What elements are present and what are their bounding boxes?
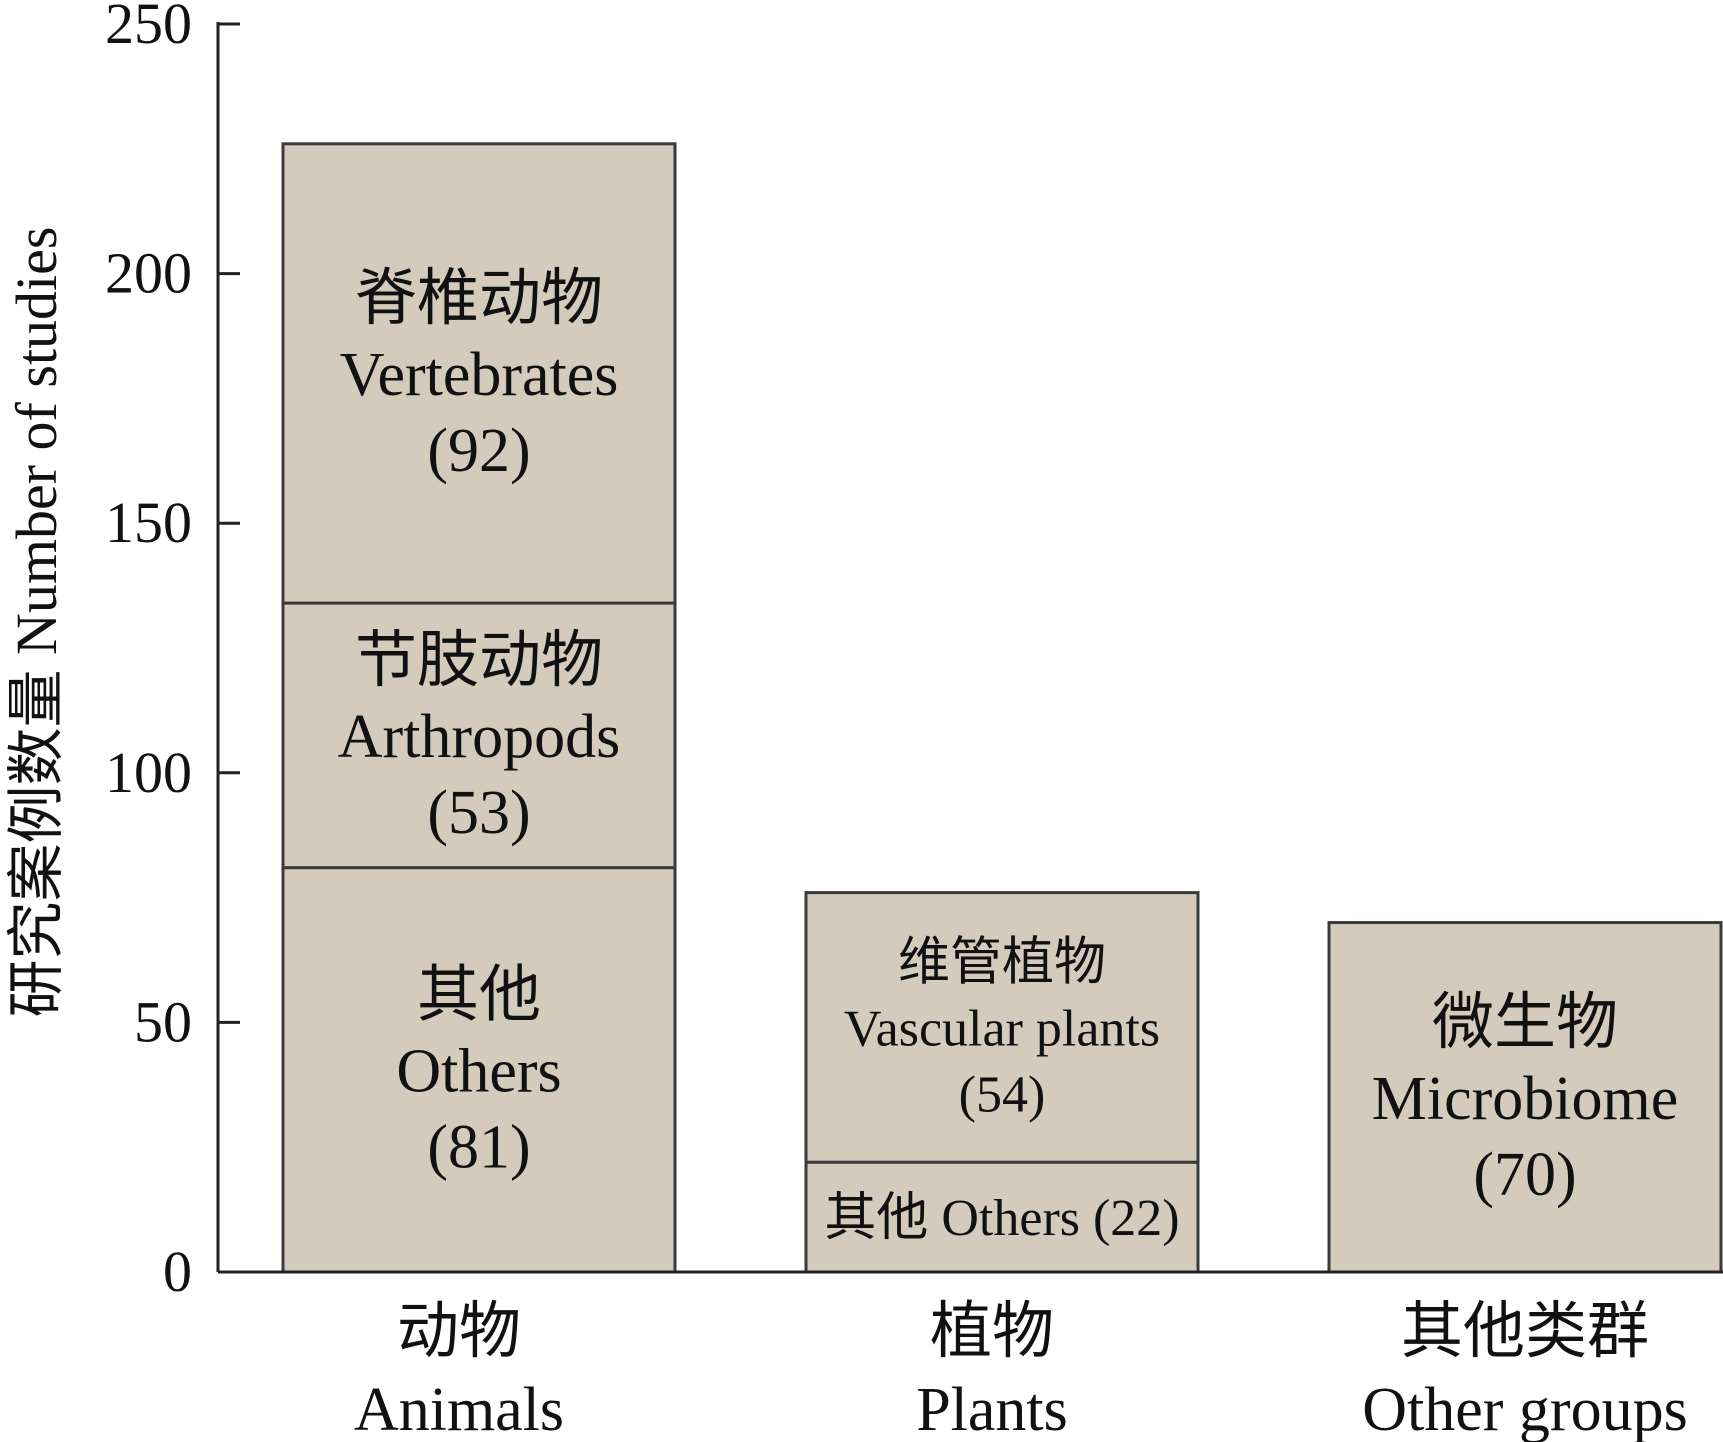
x-category-label-zh: 动物 [397,1298,521,1366]
y-tick-label: 250 [105,0,192,56]
segment-label-en: Others [396,1038,561,1106]
x-category-label-zh: 其他类群 [1401,1298,1649,1366]
labels-layer: 其他 Others (81) 节肢动物 Arthropods (53) 脊椎动物 Verteb… [4,0,1688,1442]
y-tick-label: 200 [105,241,192,306]
bars-layer [281,142,1723,1274]
x-category-label-en: Plants [916,1376,1068,1442]
segment-label-en: Arthropods [338,703,620,771]
y-tick-label: 100 [105,740,192,805]
segment-label-en: Vertebrates [340,341,619,409]
segment-value-label: (54) [959,1067,1046,1124]
segment-label-zh: 脊椎动物 [355,265,603,333]
bar-segment [804,1160,1200,1274]
segment-label-zh: 微生物 [1432,989,1618,1057]
segment-value-label: (70) [1473,1141,1576,1209]
segment-label-zh: 节肢动物 [355,627,603,695]
segment-label-en: Microbiome [1372,1065,1679,1133]
segment-value-label: (92) [427,417,530,485]
segment-label: 其他 Others (22) [824,1190,1179,1247]
bar-segment [281,601,677,870]
segment-value-label: (53) [427,779,530,847]
segment-value-label: (81) [427,1114,530,1182]
x-category-label-zh: 植物 [930,1298,1054,1366]
x-category-label-en: Animals [354,1376,564,1442]
bar-segment [804,891,1200,1164]
y-tick-label: 150 [105,490,192,555]
bar-segment [1327,921,1723,1274]
y-axis-title: 研究案例数量 Number of studies [4,227,69,1018]
axes [216,22,1723,1274]
y-tick-label: 0 [163,1239,192,1304]
bar-segment [281,866,677,1274]
segment-label-en: Vascular plants [844,1001,1160,1058]
x-category-label-en: Other groups [1362,1376,1687,1442]
segment-label-zh: 维管植物 [898,935,1106,992]
y-tick-label: 50 [134,989,192,1054]
bar-segment [281,142,677,605]
segment-label-zh: 其他 [417,962,541,1030]
